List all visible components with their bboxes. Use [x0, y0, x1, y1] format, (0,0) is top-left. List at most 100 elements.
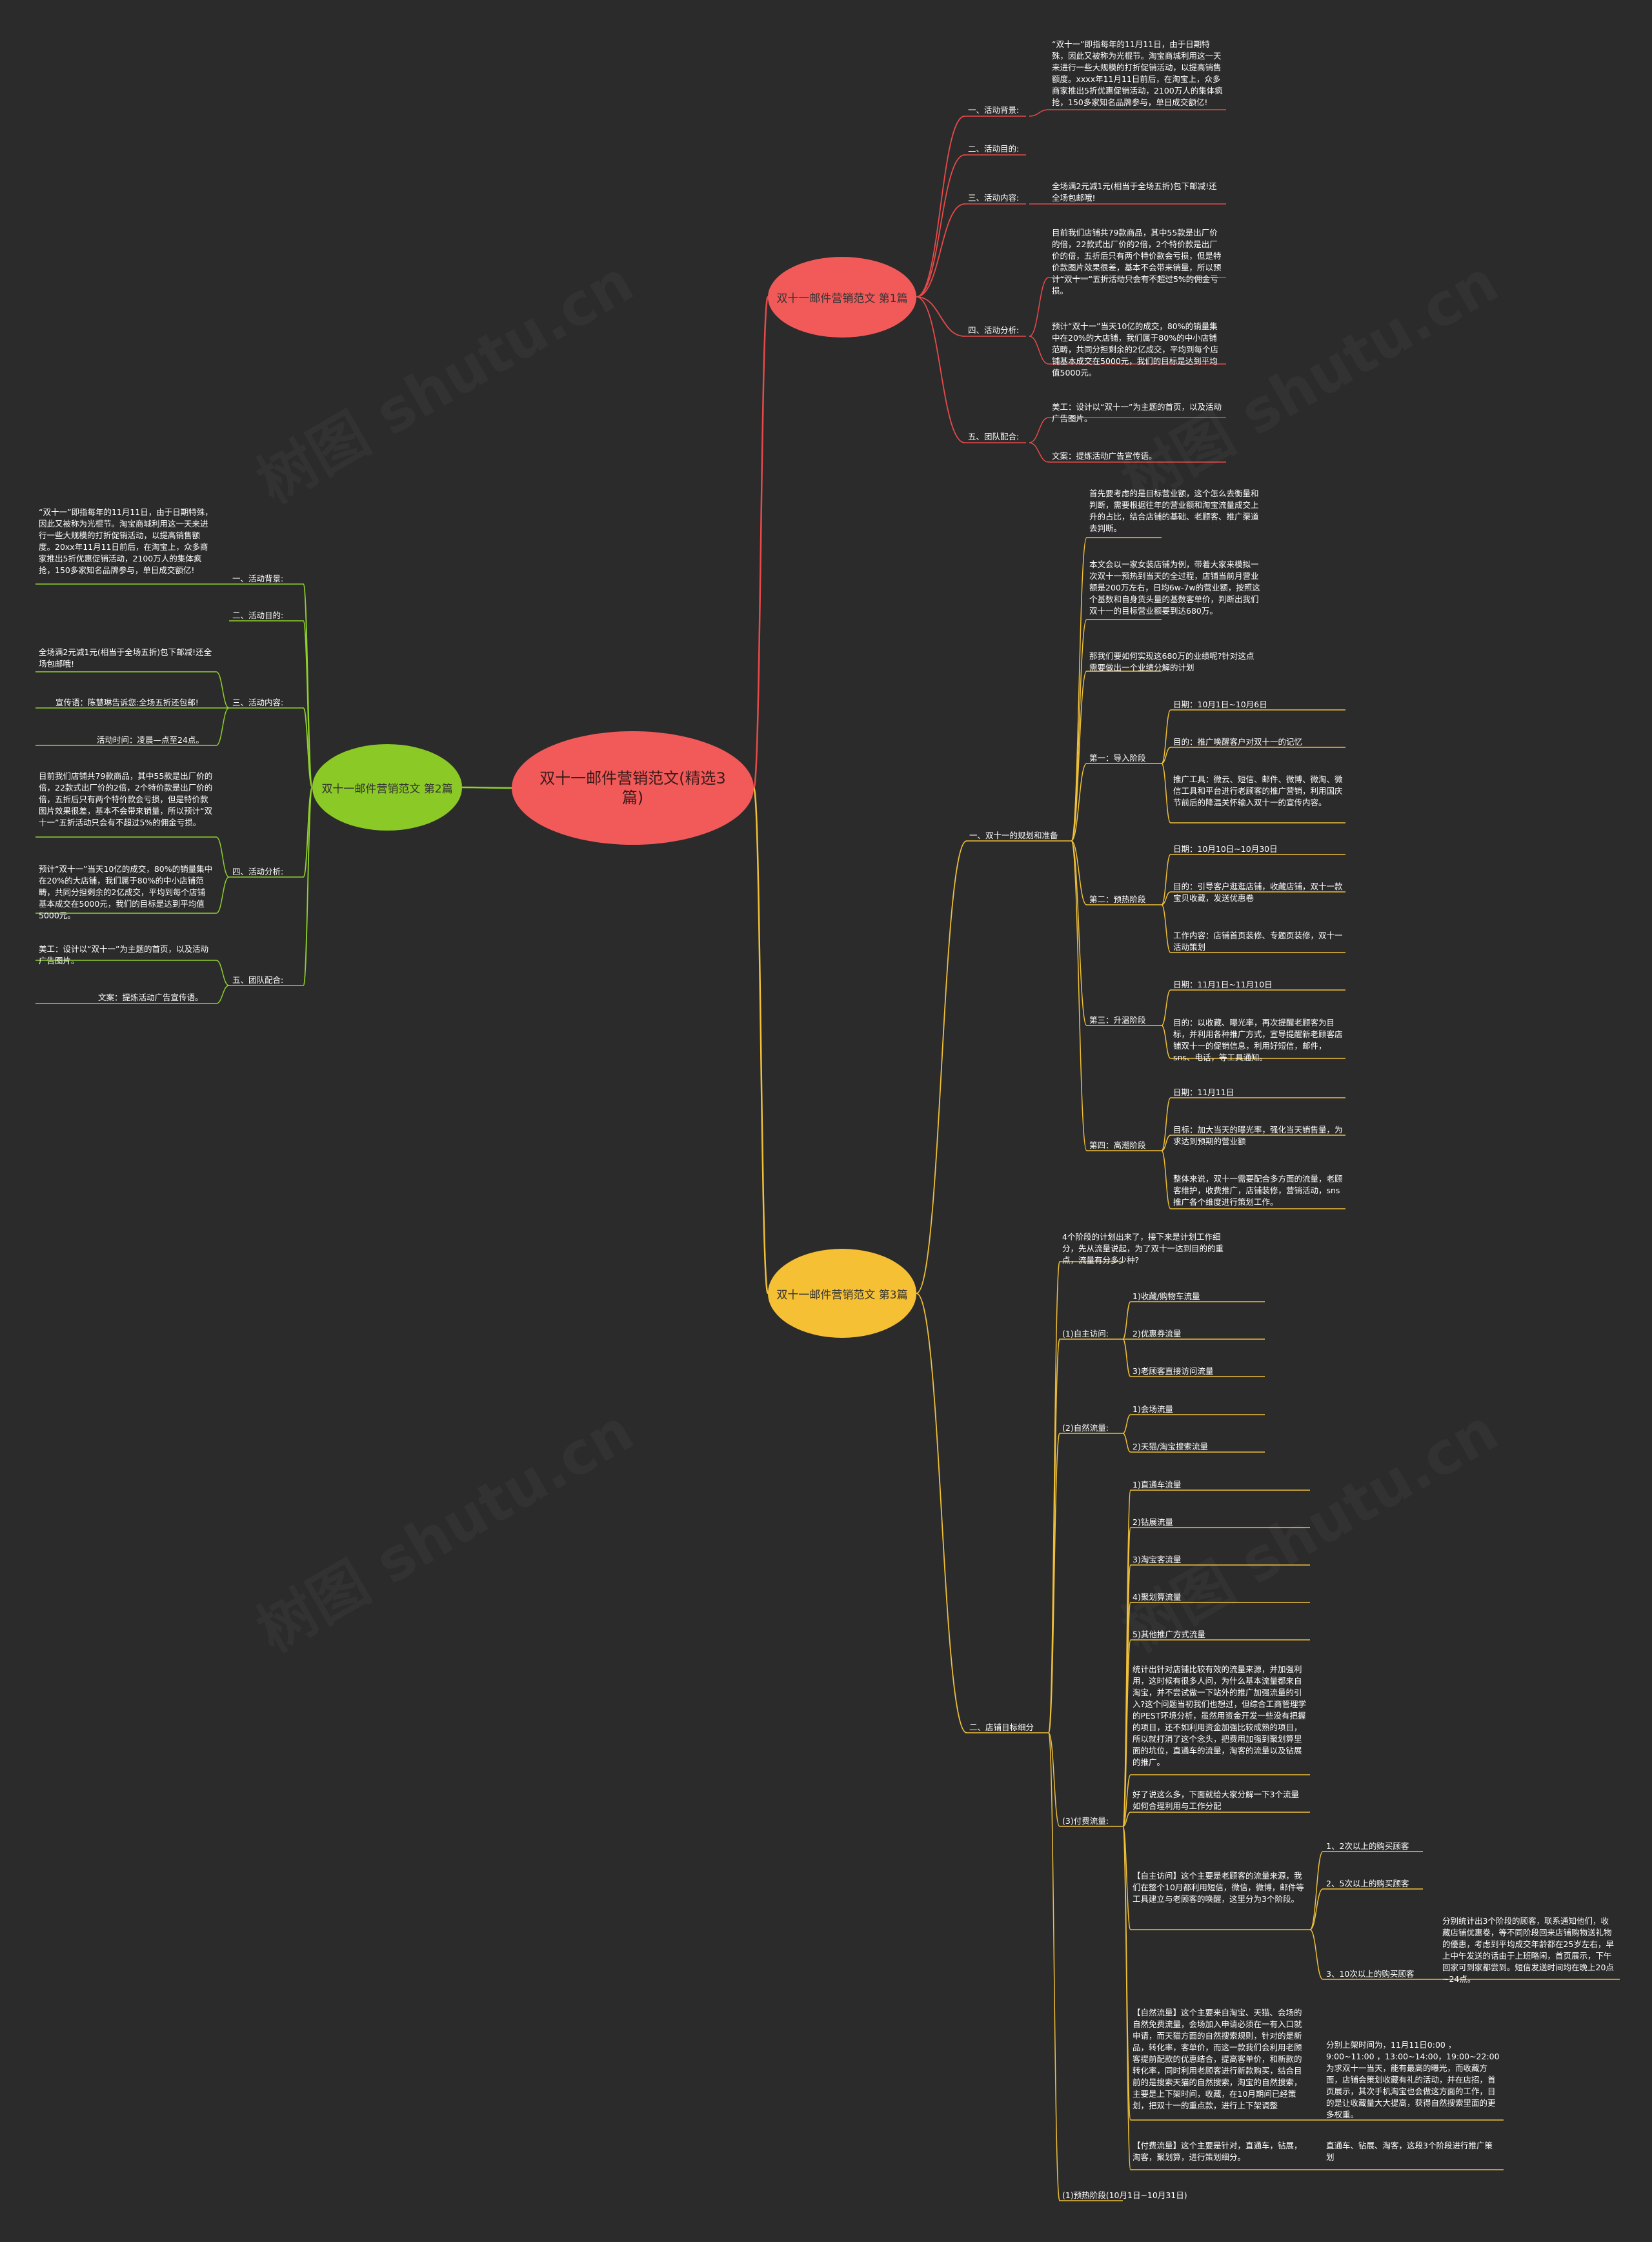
- list-item: 1、2次以上的购买顾客: [1326, 1841, 1409, 1851]
- connector-line: [1071, 840, 1087, 1151]
- group-label[interactable]: (3)付费流量:: [1062, 1816, 1109, 1826]
- list-item: 2)钻展流量: [1133, 1517, 1173, 1527]
- connector-line: [216, 876, 230, 914]
- topic-text: 分别统计出3个阶段的顾客，联系通知他们，收藏店铺优惠卷，等不同阶段回来店铺购物送…: [1442, 1916, 1614, 1984]
- topic-label[interactable]: 二、店铺目标细分: [969, 1722, 1034, 1732]
- connector-line: [916, 1293, 967, 1733]
- topic-text: 日期：10月1日~10月6日: [1173, 700, 1267, 709]
- branch-article-1[interactable]: 双十一邮件营销范文 第1篇: [768, 257, 916, 338]
- topic-text: 日期：11月11日: [1173, 1087, 1234, 1097]
- root-node[interactable]: 双十一邮件营销范文(精选3篇): [512, 731, 754, 845]
- connector-line: [1122, 1338, 1131, 1377]
- topic-text: 目标：加大当天的曝光率，强化当天销售量，为求达到预期的营业额: [1173, 1125, 1343, 1146]
- connector-line: [303, 707, 313, 788]
- stage-label[interactable]: 第四：高潮阶段: [1089, 1140, 1146, 1150]
- topic-label[interactable]: 一、活动背景:: [968, 105, 1020, 115]
- connector-line: [916, 116, 965, 298]
- topic-text: 美工：设计以“双十一”为主题的首页，以及活动广告图片。: [39, 944, 208, 965]
- topic-label[interactable]: 五、团队配合:: [232, 975, 284, 985]
- stage-label[interactable]: 第一：导入阶段: [1089, 753, 1146, 763]
- connector-line: [216, 960, 230, 986]
- connector-line: [1122, 1639, 1131, 1827]
- connector-line: [916, 840, 967, 1294]
- topic-text: 预计“双十一”当天10亿的成交，80%的销量集中在20%的大店铺，我们属于80%…: [39, 864, 213, 920]
- connector-line: [1161, 1025, 1171, 1059]
- list-item: 1)收藏/购物车流量: [1133, 1291, 1200, 1301]
- topic-text: 日期：11月1日~11月10日: [1173, 980, 1273, 989]
- topic-label[interactable]: 一、活动背景:: [232, 574, 284, 583]
- connector-line: [303, 620, 313, 788]
- topic-text: 【付费流量】这个主要是针对，直通车，钻展，淘客，聚划算，进行策划细分。: [1133, 2141, 1302, 2162]
- topic-text: 文案：提炼活动广告宣传语。: [1052, 451, 1157, 461]
- branch-article-3[interactable]: 双十一邮件营销范文 第3篇: [768, 1249, 916, 1338]
- connector-line: [1122, 1826, 1131, 1930]
- topic-label[interactable]: 三、活动内容:: [968, 193, 1020, 203]
- branch-label: 双十一邮件营销范文 第1篇: [776, 292, 908, 305]
- connector-line: [216, 836, 230, 878]
- list-item: 2、5次以上的购买顾客: [1326, 1879, 1409, 1888]
- connector-line: [303, 787, 313, 986]
- topic-label[interactable]: 四、活动分析:: [968, 325, 1020, 335]
- topic-label[interactable]: 三、活动内容:: [232, 698, 284, 707]
- topic-label[interactable]: 一、双十一的规划和准备: [969, 831, 1058, 840]
- topic-text: 目的：以收藏、曝光率，再次提醒老顾客为目标，并利用各种推广方式，宣导提醒新老顾客…: [1173, 1018, 1343, 1062]
- list-item: 2)天猫/淘宝搜索流量: [1133, 1442, 1209, 1451]
- list-item: 3)老顾客直接访问流量: [1133, 1366, 1214, 1376]
- connector-line: [1161, 747, 1171, 764]
- connector-line: [1071, 840, 1087, 905]
- stage-label[interactable]: 第三：升温阶段: [1089, 1015, 1146, 1025]
- list-item: 1)直通车流量: [1133, 1480, 1182, 1490]
- connector-line: [1122, 1414, 1131, 1434]
- topic-label[interactable]: 五、团队配合:: [968, 432, 1020, 441]
- topic-text: 目前我们店铺共79款商品，其中55款是出厂价的倍，22款式出厂价的2倍，2个特价…: [1052, 228, 1222, 296]
- branch-label: 双十一邮件营销范文 第2篇: [321, 782, 453, 796]
- connector-line: [216, 707, 230, 746]
- connector-line: [1048, 1261, 1060, 1733]
- connector-line: [1048, 1732, 1060, 1827]
- connector-line: [752, 296, 769, 789]
- topic-text: 活动时间：凌晨—点至24点。: [97, 735, 204, 745]
- topic-label[interactable]: 二、活动目的:: [232, 611, 284, 620]
- list-item: 3、10次以上的购买顾客: [1326, 1969, 1415, 1979]
- connector-line: [752, 787, 769, 1295]
- topic-text: 全场满2元减1元(相当于全场五折)包下邮减!还全场包邮哦!: [39, 647, 212, 669]
- topic-text: 4个阶段的计划出来了，接下来是计划工作细分，先从流量说起，为了双十一达到目的的重…: [1062, 1232, 1224, 1265]
- connector-line: [1122, 1774, 1131, 1827]
- connector-line: [1122, 1826, 1131, 2170]
- topic-text: “双十一”即指每年的11月11日，由于日期特殊，因此又被称为光棍节。淘宝商城利用…: [39, 507, 213, 575]
- list-item: 1)会场流量: [1133, 1404, 1173, 1414]
- connector-line: [1161, 1097, 1171, 1151]
- connector-line: [916, 296, 965, 337]
- group-label[interactable]: (1)预热阶段(10月1日~10月31日): [1062, 2190, 1187, 2200]
- connector-line: [1071, 537, 1087, 842]
- stage-label[interactable]: 第二：预热阶段: [1089, 894, 1146, 904]
- connector-line: [1071, 840, 1087, 1026]
- topic-text: 那我们要如何实现这680万的业绩呢?针对这点需要做出一个业绩分解的计划: [1089, 651, 1254, 672]
- topic-text: “双十一”即指每年的11月11日，由于日期特殊，因此又被称为光棍节。淘宝商城利用…: [1052, 39, 1223, 107]
- topic-label[interactable]: 四、活动分析:: [232, 867, 284, 876]
- connector-line: [1029, 336, 1049, 365]
- connector-line: [1029, 442, 1049, 463]
- connector-line: [1161, 1150, 1171, 1209]
- connector-line: [1309, 1929, 1324, 1980]
- connector-line: [1161, 854, 1171, 905]
- topic-text: 首先要考虑的是目标营业额，这个怎么去衡量和判断，需要根据往年的营业额和淘宝流量成…: [1089, 489, 1259, 533]
- connector-line: [916, 203, 965, 298]
- topic-text: 日期：10月10日~10月30日: [1173, 844, 1278, 854]
- topic-text: 文案：提炼活动广告宣传语。: [98, 993, 203, 1002]
- connector-line: [1071, 763, 1087, 842]
- topic-text: 好了说这么多，下面就给大家分解一下3个流量如何合理利用与工作分配: [1133, 1790, 1299, 1811]
- branch-article-2[interactable]: 双十一邮件营销范文 第2篇: [312, 744, 462, 831]
- list-item: 2)优惠券流量: [1133, 1329, 1182, 1338]
- topic-text: 目的：推广唤醒客户对双十一的记忆: [1173, 737, 1303, 747]
- group-label[interactable]: (1)自主访问:: [1062, 1329, 1109, 1338]
- topic-label[interactable]: 二、活动目的:: [968, 144, 1020, 154]
- connector-line: [1161, 989, 1171, 1026]
- group-label[interactable]: (2)自然流量:: [1062, 1423, 1109, 1433]
- connector-line: [1161, 709, 1171, 764]
- list-item: 5)其他推广方式流量: [1133, 1630, 1205, 1639]
- topic-text: 推广工具：微云、短信、邮件、微博、微淘、微信工具和平台进行老顾客的推广营销，利用…: [1173, 774, 1343, 807]
- connector-line: [1029, 109, 1049, 117]
- connector-line: [1048, 1338, 1060, 1733]
